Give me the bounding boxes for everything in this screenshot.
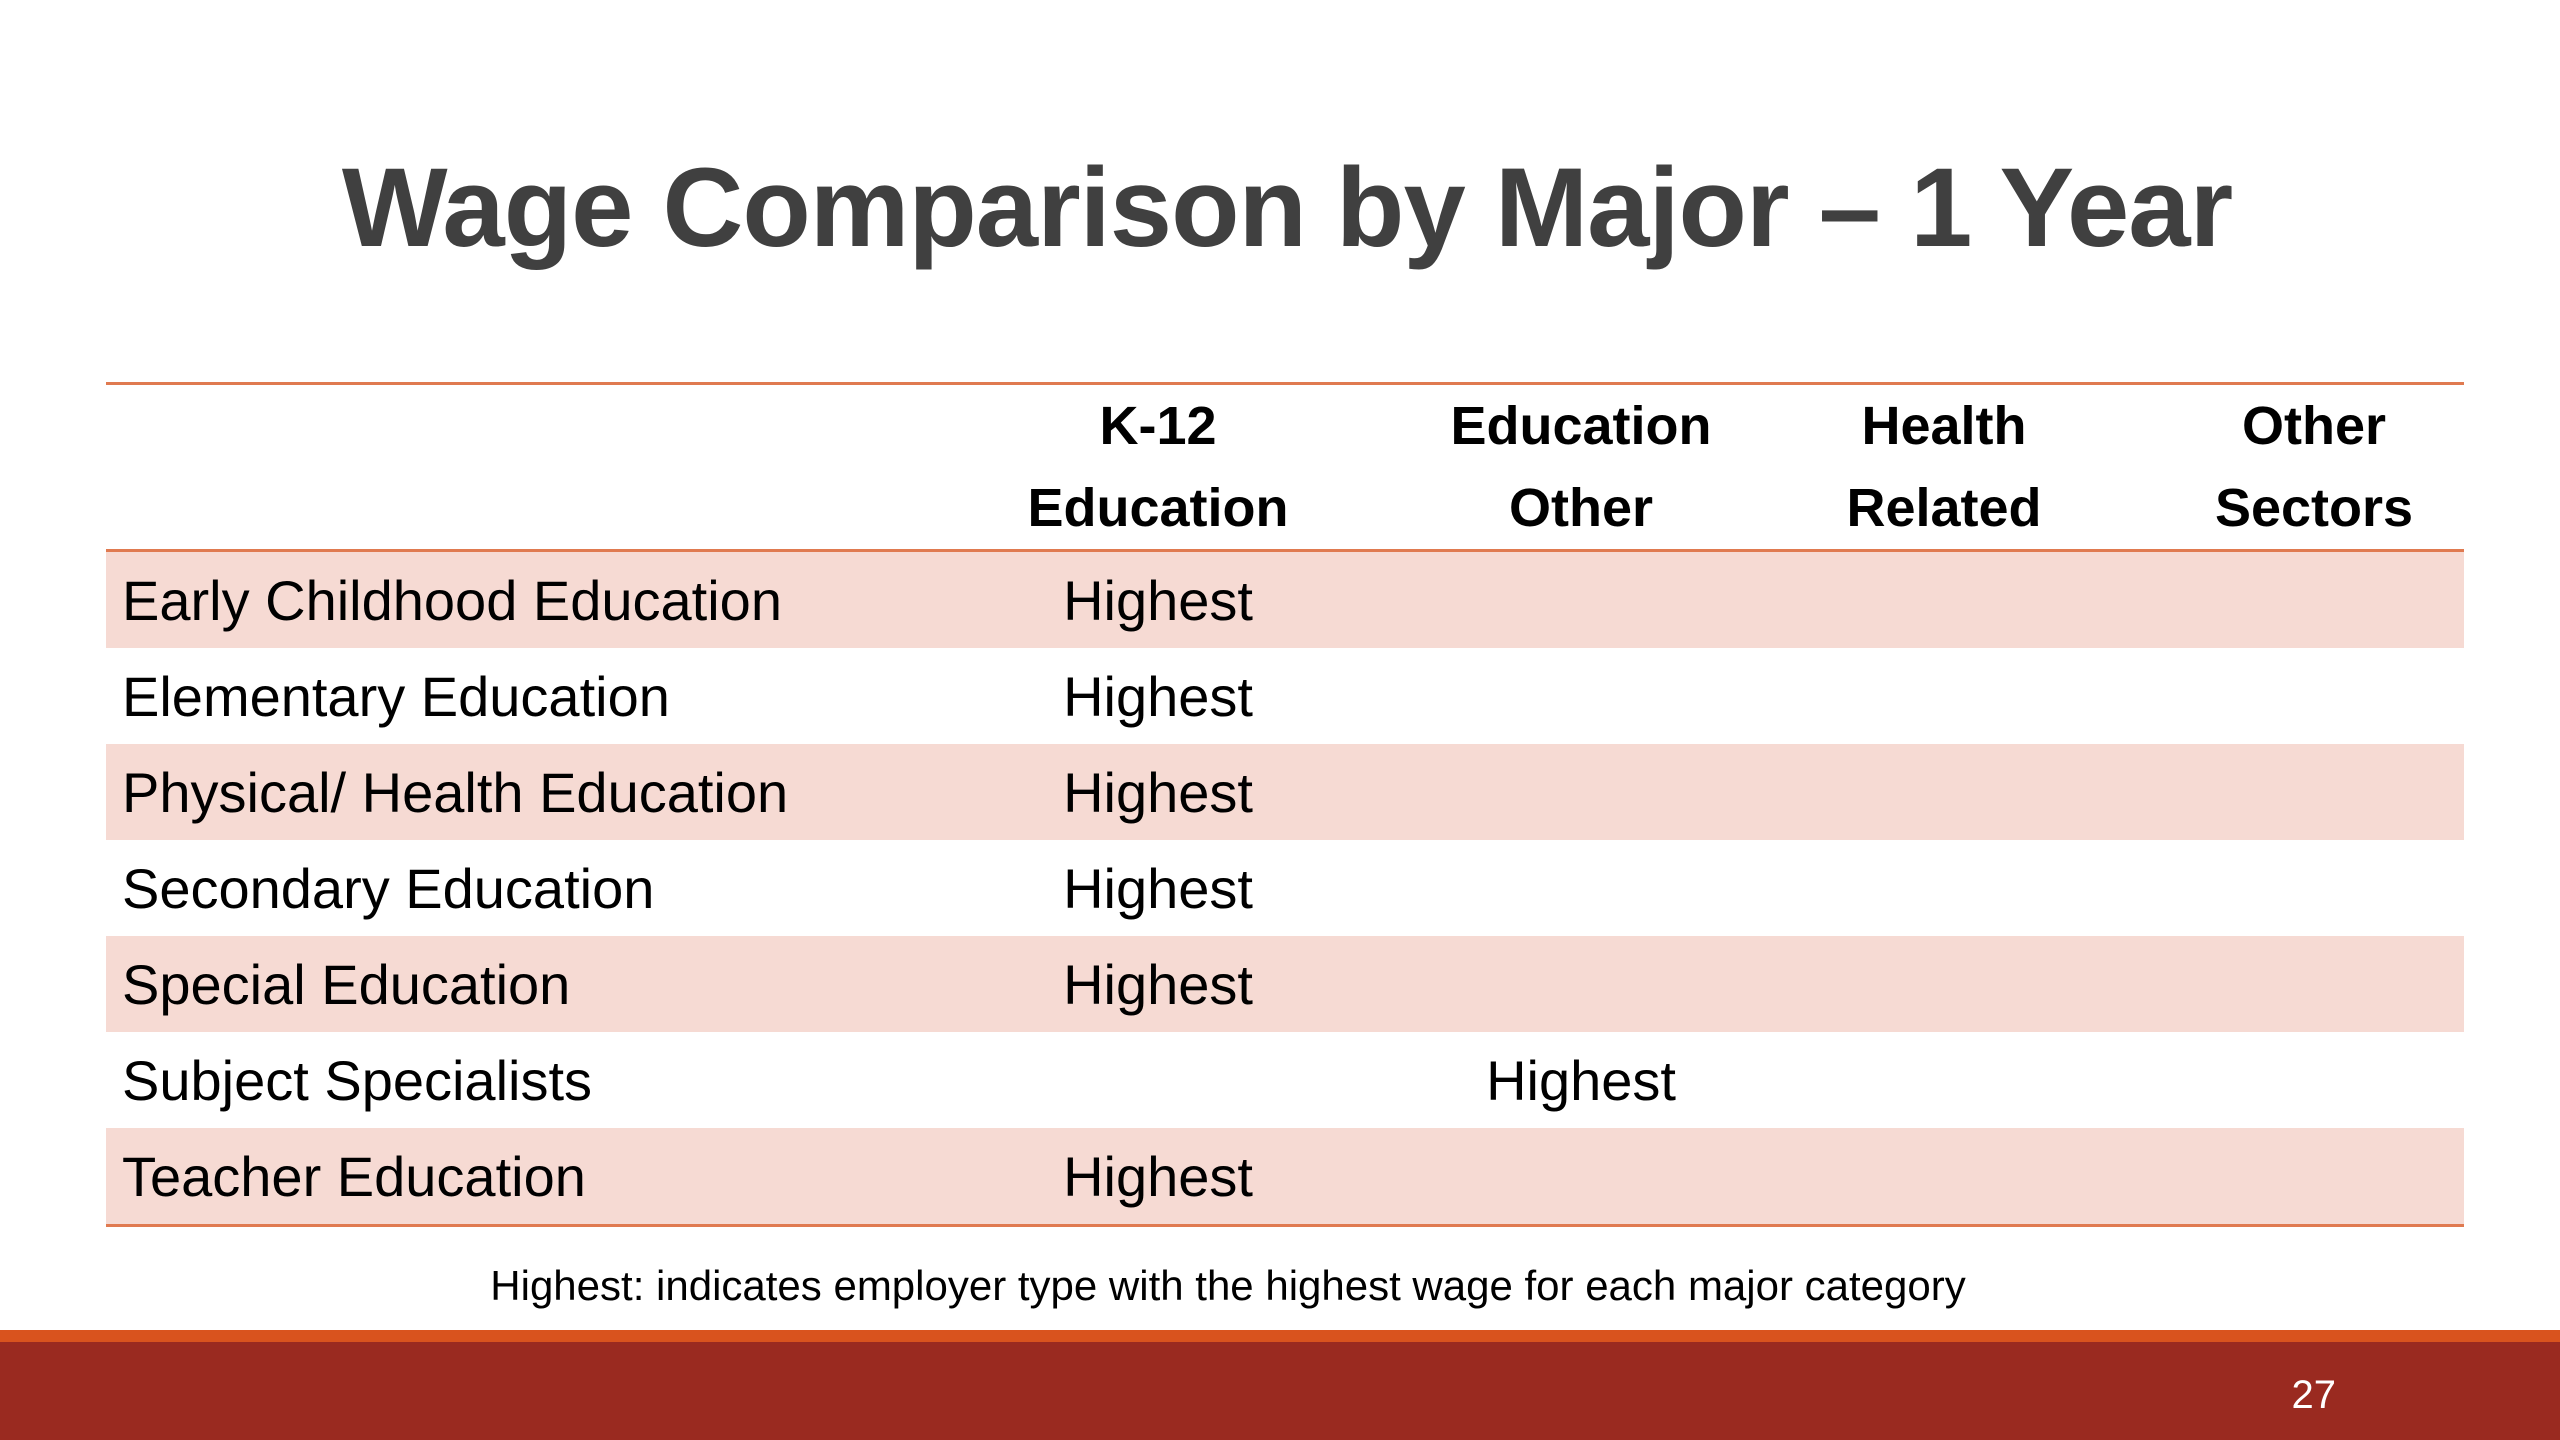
- cell-k12-education: Highest: [878, 840, 1438, 936]
- page-number: 27: [2291, 1373, 2337, 1417]
- footer-accent-band: [0, 1330, 2560, 1342]
- wage-comparison-table: K-12 Education Education Other Health Re…: [106, 382, 2464, 1227]
- table-row: Special Education Highest: [106, 936, 2464, 1032]
- header-line-2: Related: [1846, 478, 2042, 538]
- cell-health-related: [1724, 744, 2164, 840]
- major-name: Secondary Education: [106, 840, 878, 936]
- table-row: Early Childhood Education Highest: [106, 550, 2464, 648]
- cell-k12-education: Highest: [878, 936, 1438, 1032]
- cell-education-other: [1438, 936, 1724, 1032]
- cell-education-other: [1438, 840, 1724, 936]
- header-line-2: Sectors: [2214, 478, 2414, 538]
- header-line-1: Education: [1450, 396, 1712, 456]
- cell-other-sectors: [2164, 1032, 2464, 1128]
- data-table: K-12 Education Education Other Health Re…: [106, 382, 2464, 1227]
- table-row: Subject Specialists Highest: [106, 1032, 2464, 1128]
- major-name: Teacher Education: [106, 1128, 878, 1226]
- cell-education-other: [1438, 1128, 1724, 1226]
- header-education-other: Education Other: [1438, 383, 1724, 552]
- header-major: [106, 383, 878, 552]
- major-name: Elementary Education: [106, 648, 878, 744]
- table-footnote: Highest: indicates employer type with th…: [490, 1262, 1966, 1309]
- cell-education-other: [1438, 550, 1724, 648]
- slide-title: Wage Comparison by Major – 1 Year: [341, 145, 2233, 270]
- cell-k12-education: Highest: [878, 648, 1438, 744]
- cell-other-sectors: [2164, 744, 2464, 840]
- header-line-2: Education: [1027, 478, 1289, 538]
- header-line-1: Health: [1861, 396, 2027, 456]
- footer-band: [0, 1342, 2560, 1440]
- header-line-1: K-12: [1099, 396, 1217, 456]
- major-name: Special Education: [106, 936, 878, 1032]
- cell-other-sectors: [2164, 550, 2464, 648]
- cell-other-sectors: [2164, 840, 2464, 936]
- cell-k12-education: Highest: [878, 1128, 1438, 1226]
- cell-k12-education: [878, 1032, 1438, 1128]
- cell-education-other: Highest: [1438, 1032, 1724, 1128]
- header-line-2: Other: [1508, 478, 1654, 538]
- header-other-sectors: Other Sectors: [2164, 383, 2464, 552]
- table-header-row: K-12 Education Education Other Health Re…: [106, 383, 2464, 552]
- header-line-1: Other: [2241, 396, 2387, 456]
- cell-k12-education: Highest: [878, 744, 1438, 840]
- table-row: Teacher Education Highest: [106, 1128, 2464, 1226]
- major-name: Physical/ Health Education: [106, 744, 878, 840]
- header-health-related: Health Related: [1724, 383, 2164, 552]
- cell-health-related: [1724, 936, 2164, 1032]
- cell-other-sectors: [2164, 936, 2464, 1032]
- cell-health-related: [1724, 1032, 2164, 1128]
- header-k12-education: K-12 Education: [878, 383, 1438, 552]
- cell-other-sectors: [2164, 1128, 2464, 1226]
- cell-other-sectors: [2164, 648, 2464, 744]
- table-row: Physical/ Health Education Highest: [106, 744, 2464, 840]
- cell-k12-education: Highest: [878, 550, 1438, 648]
- cell-education-other: [1438, 744, 1724, 840]
- cell-health-related: [1724, 550, 2164, 648]
- major-name: Early Childhood Education: [106, 550, 878, 648]
- major-name: Subject Specialists: [106, 1032, 878, 1128]
- cell-health-related: [1724, 840, 2164, 936]
- table-row: Elementary Education Highest: [106, 648, 2464, 744]
- cell-education-other: [1438, 648, 1724, 744]
- cell-health-related: [1724, 648, 2164, 744]
- table-row: Secondary Education Highest: [106, 840, 2464, 936]
- cell-health-related: [1724, 1128, 2164, 1226]
